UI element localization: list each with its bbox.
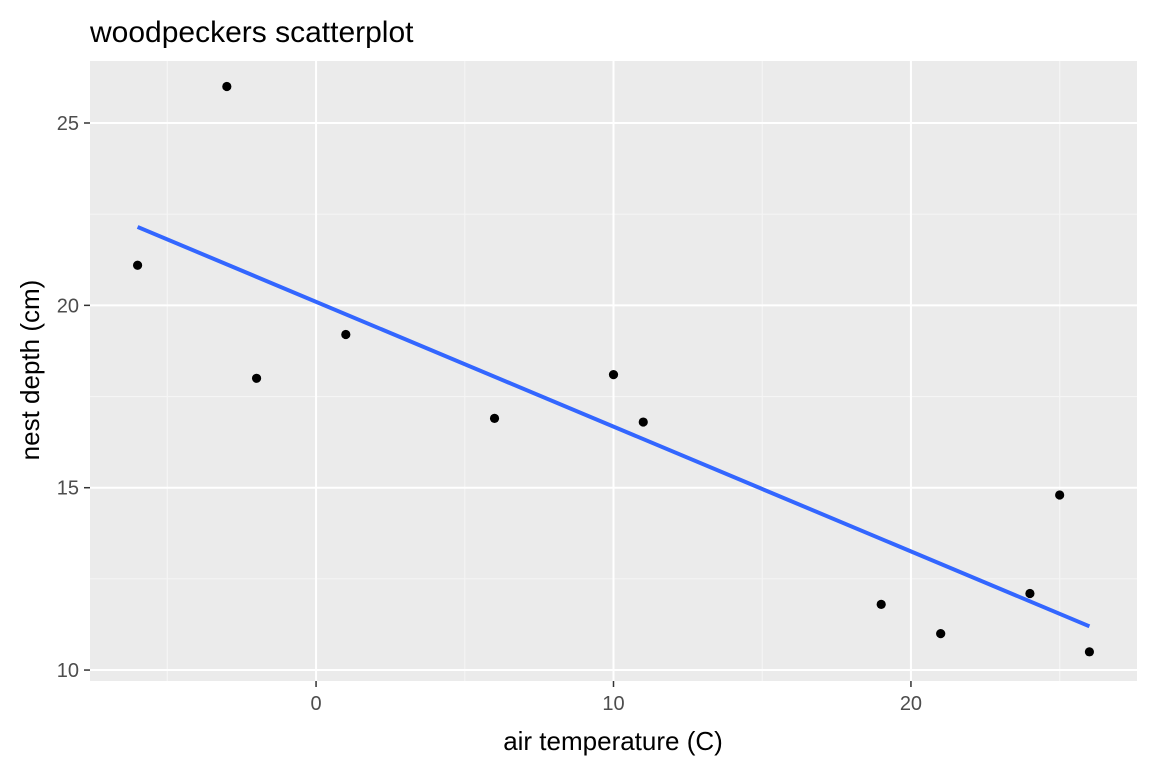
- trend-line-layer: [136, 225, 1091, 629]
- y-axis-title: nest depth (cm): [15, 280, 45, 461]
- x-tick-label: 20: [900, 693, 922, 715]
- y-tick-label: 15: [57, 478, 79, 500]
- data-point: [936, 628, 946, 639]
- data-point: [222, 81, 232, 92]
- x-tick-label: 10: [602, 693, 624, 715]
- trend-line: [136, 225, 1091, 629]
- data-point: [608, 370, 619, 380]
- data-point: [251, 373, 262, 383]
- y-tick-label: 25: [57, 113, 79, 135]
- chart-title: woodpeckers scatterplot: [89, 16, 414, 49]
- y-tick-label: 10: [57, 660, 79, 682]
- x-tick-label: 0: [310, 693, 321, 715]
- data-points: [132, 81, 1095, 657]
- data-point: [132, 260, 143, 270]
- data-point: [489, 413, 500, 424]
- grid-lines: [90, 61, 1137, 681]
- data-point: [341, 329, 351, 340]
- data-point: [1084, 647, 1095, 657]
- data-point: [876, 599, 886, 610]
- data-point: [1055, 490, 1065, 500]
- y-tick-label: 20: [57, 295, 79, 317]
- data-point: [1025, 588, 1035, 599]
- y-axis: 10 15 20 25: [57, 113, 90, 682]
- x-axis-title: air temperature (C): [503, 726, 723, 756]
- data-point: [638, 417, 648, 427]
- x-axis: 0 10 20: [310, 681, 922, 715]
